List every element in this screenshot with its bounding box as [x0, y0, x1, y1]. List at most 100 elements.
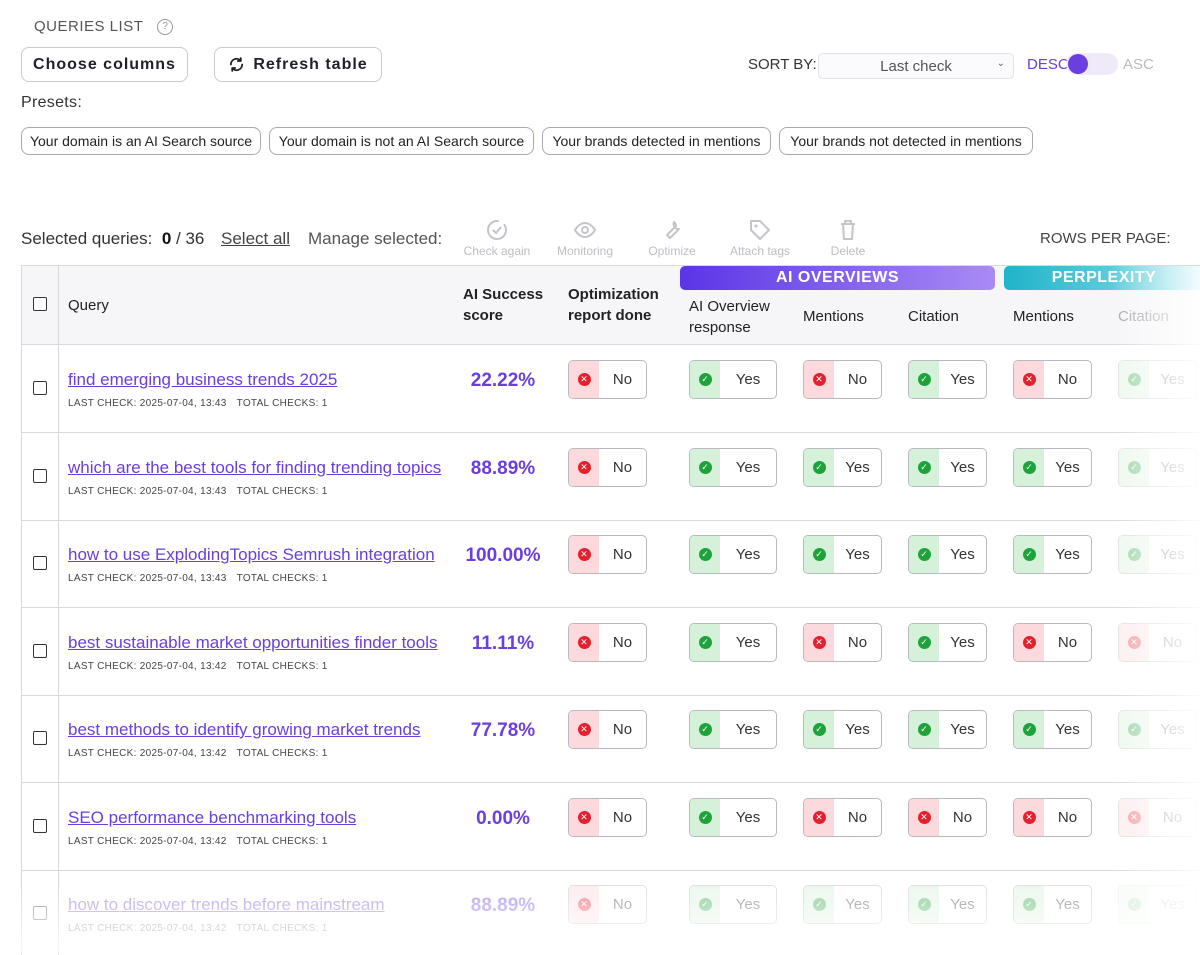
query-link[interactable]: which are the best tools for finding tre…	[68, 457, 442, 477]
row-checkbox[interactable]	[33, 818, 47, 833]
col-citation[interactable]: Citation	[908, 308, 959, 325]
aio-status-pill[interactable]: ✓ Yes	[689, 360, 777, 399]
mentions-status-pill[interactable]: ✓ Yes	[803, 535, 882, 574]
refresh-table-button[interactable]: Refresh table	[214, 47, 382, 82]
last-check: LAST CHECK: 2025-07-04, 13:43	[68, 485, 227, 497]
choose-columns-button[interactable]: Choose columns	[21, 47, 188, 82]
query-link[interactable]: best sustainable market opportunities fi…	[68, 632, 438, 652]
opt-status-pill[interactable]: ✕ No	[568, 622, 647, 662]
check-circle-icon: ✓	[690, 623, 720, 661]
p-citation-status-pill[interactable]: ✓ Yes	[1118, 535, 1197, 574]
opt-status-pill[interactable]: ✕ No	[568, 797, 647, 837]
p-citation-status-pill[interactable]: ✓ Yes	[1118, 885, 1197, 924]
p-citation-status-pill[interactable]: ✓ Yes	[1118, 360, 1197, 399]
check-mark-icon: ✓	[698, 635, 712, 649]
sort-select[interactable]: Last check ⌄	[818, 53, 1014, 79]
aio-status-pill[interactable]: ✓ Yes	[689, 710, 777, 749]
preset-brands-detected[interactable]: Your brands detected in mentions	[542, 127, 771, 155]
check-mark-icon: ✓	[917, 373, 931, 386]
mentions-status-pill[interactable]: ✕ No	[803, 622, 882, 662]
aio-status-pill[interactable]: ✓ Yes	[689, 797, 777, 837]
p-citation-status-pill[interactable]: ✓ Yes	[1118, 447, 1197, 487]
query-link[interactable]: SEO performance benchmarking tools	[68, 807, 357, 827]
sort-asc-label[interactable]: ASC	[1123, 56, 1154, 73]
check-again-action[interactable]: Check again	[457, 218, 537, 258]
opt-status-pill[interactable]: ✕ No	[568, 360, 647, 399]
citation-status-pill[interactable]: ✓ Yes	[908, 710, 987, 749]
preset-brands-not-detected[interactable]: Your brands not detected in mentions	[779, 127, 1033, 155]
select-all-link[interactable]: Select all	[221, 229, 290, 248]
query-meta: LAST CHECK: 2025-07-04, 13:42 TOTAL CHECK…	[68, 923, 328, 934]
row-checkbox[interactable]	[33, 731, 47, 745]
check-circle-icon: ✓	[1014, 886, 1044, 923]
row-checkbox[interactable]	[33, 468, 47, 483]
citation-status-pill[interactable]: ✓ Yes	[908, 885, 987, 924]
opt-status-pill[interactable]: ✕ No	[568, 885, 647, 924]
col-ai-overview-response[interactable]: AI Overview response	[689, 296, 770, 338]
ai-overviews-group-header: AI OVERVIEWS	[680, 266, 995, 290]
query-link[interactable]: how to use ExplodingTopics Semrush integ…	[68, 545, 435, 564]
help-icon[interactable]: ?	[157, 18, 174, 35]
query-link[interactable]: best methods to identify growing market …	[68, 720, 421, 739]
query-link[interactable]: find emerging business trends 2025	[68, 370, 338, 389]
citation-status-pill[interactable]: ✓ Yes	[908, 360, 987, 399]
monitoring-action[interactable]: Monitoring	[545, 218, 625, 258]
p-mentions-status-pill[interactable]: ✓ Yes	[1013, 535, 1092, 574]
delete-action[interactable]: Delete	[808, 218, 888, 258]
row-checkbox[interactable]	[33, 906, 47, 920]
mentions-status-pill[interactable]: ✕ No	[803, 360, 882, 399]
citation-status-pill[interactable]: ✓ Yes	[908, 622, 987, 662]
mentions-status-pill[interactable]: ✕ No	[803, 797, 882, 837]
query-link[interactable]: how to discover trends before mainstream	[68, 895, 385, 914]
check-mark-icon: ✓	[1022, 460, 1036, 474]
col-ai-success[interactable]: AI Success score	[463, 284, 543, 326]
check-mark-icon: ✓	[1022, 723, 1036, 736]
p-mentions-status-pill[interactable]: ✓ Yes	[1013, 885, 1092, 924]
citation-status-pill[interactable]: ✕ No	[908, 797, 987, 837]
aio-status-pill[interactable]: ✓ Yes	[689, 535, 777, 574]
opt-status-pill[interactable]: ✕ No	[568, 535, 647, 574]
p-citation-status-pill[interactable]: ✕ No	[1118, 622, 1197, 662]
optimize-action[interactable]: Optimize	[632, 218, 712, 258]
mentions-status-pill[interactable]: ✓ Yes	[803, 447, 882, 487]
row-checkbox[interactable]	[33, 643, 47, 658]
aio-status-pill[interactable]: ✓ Yes	[689, 447, 777, 487]
status-label: Yes	[735, 546, 761, 563]
opt-status-pill[interactable]: ✕ No	[568, 710, 647, 749]
mentions-status-pill[interactable]: ✓ Yes	[803, 885, 882, 924]
row-checkbox[interactable]	[33, 556, 47, 570]
p-citation-status-pill[interactable]: ✓ Yes	[1118, 710, 1197, 749]
total-checks: TOTAL CHECKS: 1	[236, 660, 328, 672]
monitoring-label: Monitoring	[556, 244, 614, 258]
p-mentions-status-pill[interactable]: ✕ No	[1013, 622, 1092, 662]
chevron-down-icon: ⌄	[996, 58, 1005, 69]
citation-status-pill[interactable]: ✓ Yes	[908, 447, 987, 487]
col-perplexity-citation[interactable]: Citation	[1118, 308, 1169, 325]
check-mark-icon: ✓	[1022, 548, 1036, 561]
p-citation-status-pill[interactable]: ✕ No	[1118, 797, 1197, 837]
aio-status-pill[interactable]: ✓ Yes	[689, 622, 777, 662]
select-all-checkbox[interactable]	[33, 297, 47, 311]
sort-order-toggle[interactable]	[1066, 53, 1118, 75]
col-ai-success-line1: AI Success	[463, 286, 544, 303]
opt-status-pill[interactable]: ✕ No	[568, 447, 647, 487]
attach-tags-action[interactable]: Attach tags	[720, 218, 800, 258]
p-mentions-status-pill[interactable]: ✓ Yes	[1013, 710, 1092, 749]
col-mentions[interactable]: Mentions	[803, 308, 864, 325]
col-query[interactable]: Query	[68, 297, 109, 314]
mentions-status-pill[interactable]: ✓ Yes	[803, 710, 882, 749]
check-circle-icon: ✓	[909, 361, 939, 398]
check-mark-icon: ✓	[1127, 460, 1141, 474]
aio-status-pill[interactable]: ✓ Yes	[689, 885, 777, 924]
preset-domain-not-ai-source[interactable]: Your domain is not an AI Search source	[269, 127, 534, 155]
row-checkbox[interactable]	[33, 381, 47, 395]
citation-status-pill[interactable]: ✓ Yes	[908, 535, 987, 574]
col-perplexity-mentions[interactable]: Mentions	[1013, 308, 1074, 325]
x-circle-icon: ✕	[804, 623, 834, 661]
p-mentions-status-pill[interactable]: ✕ No	[1013, 797, 1092, 837]
p-mentions-status-pill[interactable]: ✓ Yes	[1013, 447, 1092, 487]
sort-desc-label[interactable]: DESC	[1027, 56, 1069, 73]
preset-domain-ai-source[interactable]: Your domain is an AI Search source	[21, 127, 261, 155]
p-mentions-status-pill[interactable]: ✕ No	[1013, 360, 1092, 399]
col-optimization[interactable]: Optimization report done	[568, 284, 659, 326]
